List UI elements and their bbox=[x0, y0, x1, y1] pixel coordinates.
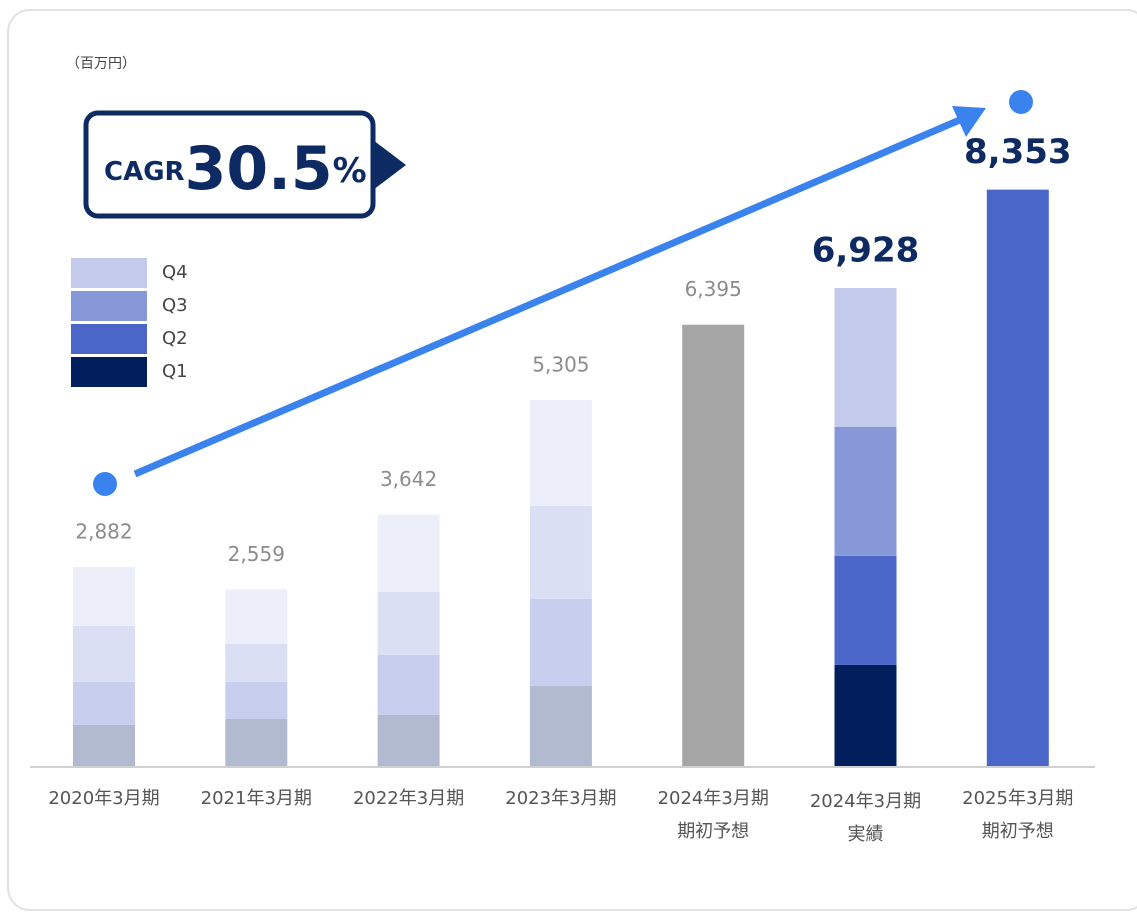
total-label: 2,882 bbox=[75, 520, 132, 544]
legend-label: Q2 bbox=[162, 328, 188, 349]
bar-segment bbox=[225, 718, 288, 766]
legend-label: Q1 bbox=[162, 361, 188, 382]
bar-segment bbox=[225, 589, 288, 644]
legend-swatch bbox=[71, 324, 147, 354]
unit-label: （百万円） bbox=[66, 56, 136, 72]
bar-segment bbox=[225, 681, 288, 719]
bar-segment bbox=[73, 625, 135, 682]
legend-label: Q3 bbox=[162, 295, 188, 316]
bar bbox=[682, 324, 745, 766]
x-tick-label: 実績 bbox=[848, 824, 884, 845]
legend-swatch bbox=[71, 258, 147, 288]
x-tick-label: 期初予想 bbox=[677, 821, 749, 842]
bar-segment bbox=[529, 399, 592, 506]
bar-segment bbox=[377, 714, 440, 766]
bar-segment bbox=[377, 654, 440, 715]
total-label: 6,928 bbox=[812, 230, 920, 270]
x-tick-label: 2023年3月期 bbox=[505, 788, 616, 809]
total-label: 8,353 bbox=[964, 132, 1072, 172]
total-label: 3,642 bbox=[380, 467, 437, 491]
trend-arrow bbox=[133, 115, 964, 478]
cagr-pointer bbox=[373, 140, 406, 190]
cagr-value: 30.5 bbox=[185, 134, 333, 204]
x-tick-label: 2020年3月期 bbox=[48, 788, 159, 809]
x-tick-label: 2022年3月期 bbox=[353, 788, 464, 809]
bar-segment bbox=[225, 643, 288, 682]
bar-segment bbox=[529, 685, 592, 766]
bar-segment bbox=[834, 287, 897, 427]
bar bbox=[986, 189, 1049, 766]
total-label: 2,559 bbox=[228, 542, 285, 566]
arrow-head bbox=[952, 106, 986, 137]
bar-segment bbox=[834, 664, 897, 766]
total-label: 5,305 bbox=[532, 352, 589, 376]
bar-segment bbox=[529, 505, 592, 599]
cagr-prefix: CAGR bbox=[104, 157, 185, 187]
bar-segment bbox=[73, 724, 135, 766]
bar-segment bbox=[73, 567, 135, 626]
bar-segment bbox=[529, 598, 592, 686]
legend-swatch bbox=[71, 357, 147, 387]
cagr-suffix: % bbox=[333, 151, 367, 191]
trend-dot bbox=[93, 472, 117, 496]
cagr-text: CAGR30.5% bbox=[104, 134, 367, 204]
bar-segment bbox=[377, 514, 440, 592]
x-tick-label: 2025年3月期 bbox=[962, 788, 1073, 809]
x-tick-label: 2021年3月期 bbox=[201, 788, 312, 809]
x-tick-label: 2024年3月期 bbox=[658, 788, 769, 809]
total-label: 6,395 bbox=[685, 277, 742, 301]
bar-segment bbox=[377, 591, 440, 655]
bar-segment bbox=[834, 555, 897, 665]
bar-segment bbox=[834, 426, 897, 556]
legend-swatch bbox=[71, 291, 147, 321]
x-tick-label: 期初予想 bbox=[982, 821, 1054, 842]
legend-label: Q4 bbox=[162, 262, 188, 283]
trend-dot bbox=[1009, 90, 1033, 114]
x-tick-label: 2024年3月期 bbox=[810, 791, 921, 812]
bar-segment bbox=[73, 681, 135, 725]
